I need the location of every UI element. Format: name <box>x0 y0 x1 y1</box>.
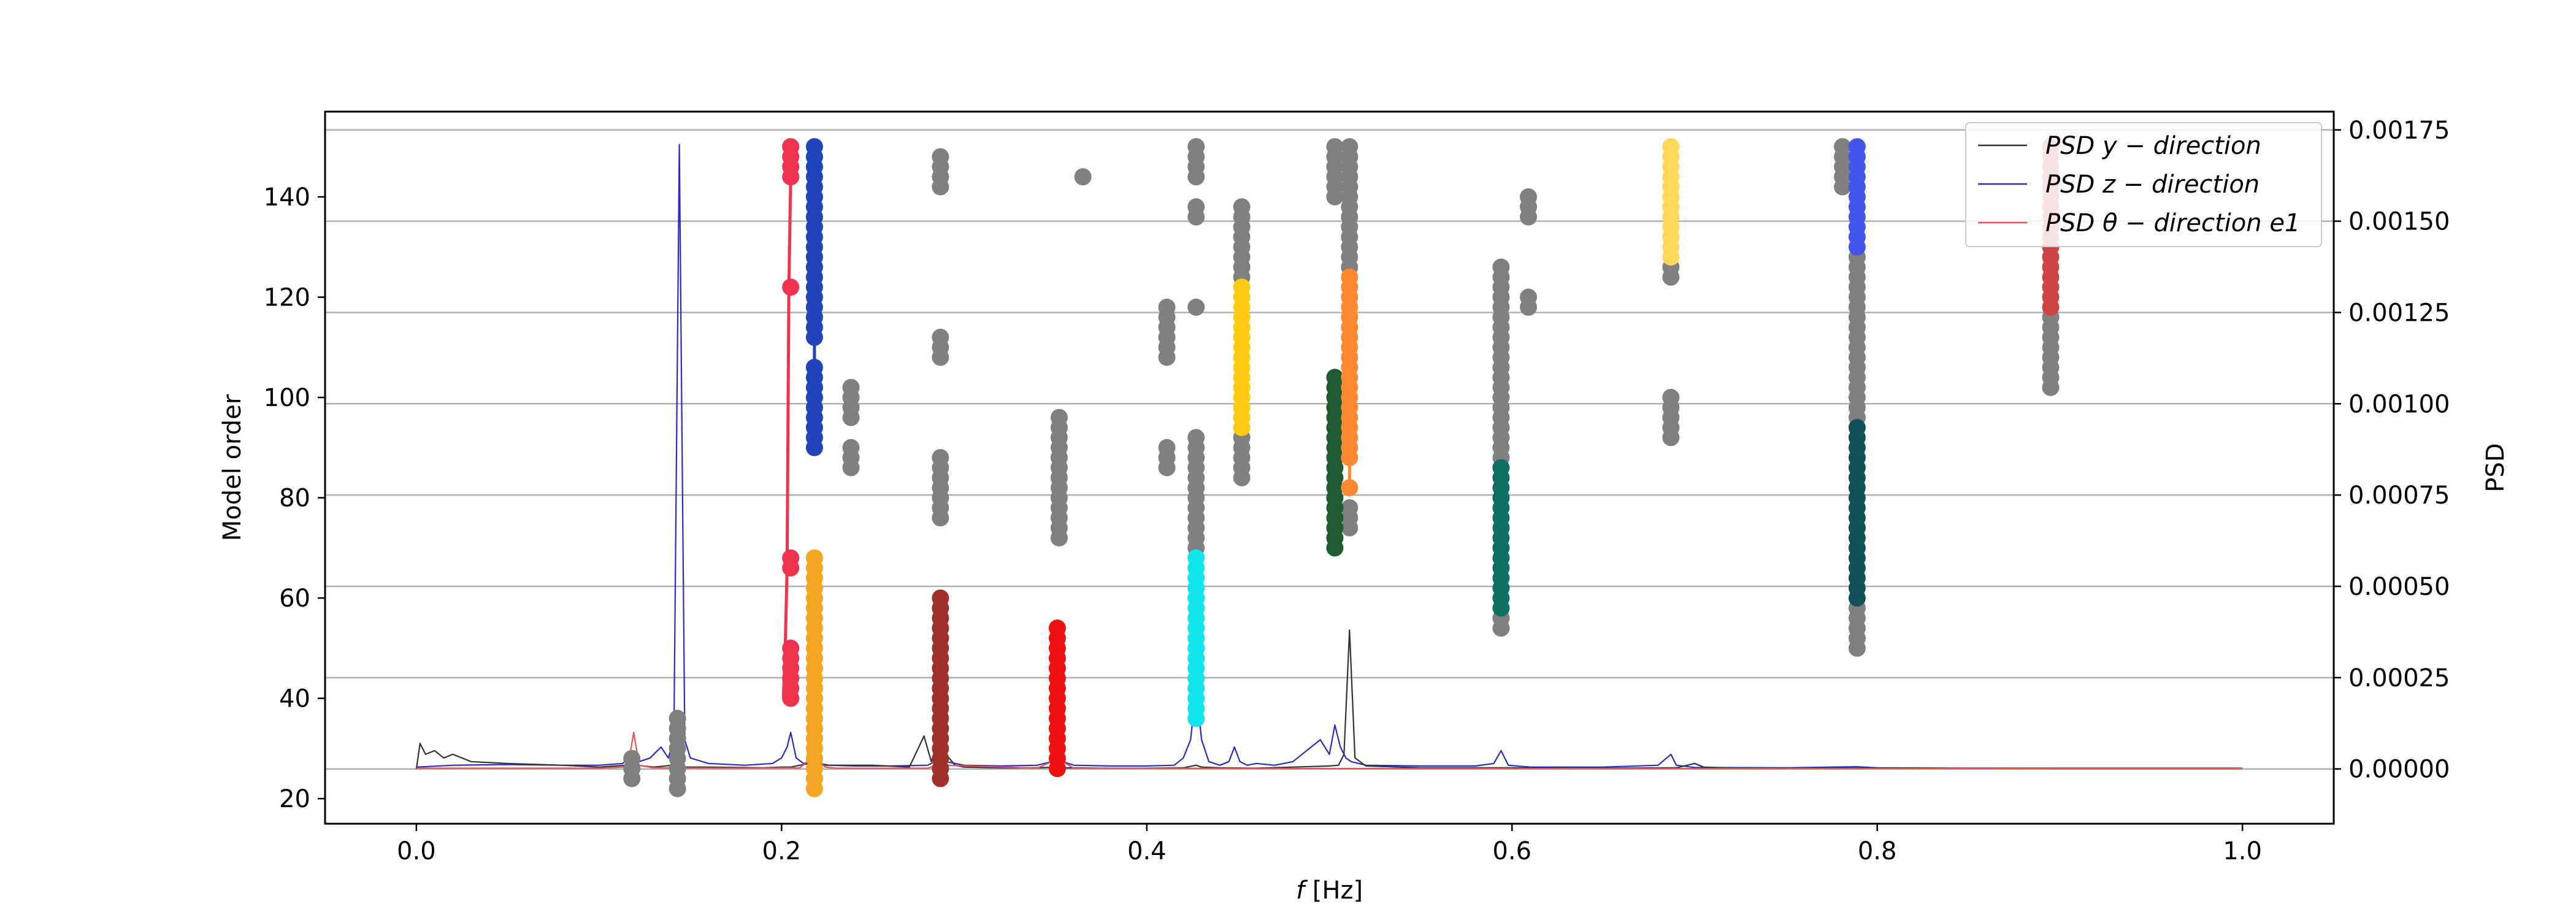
pole-point <box>805 138 823 156</box>
pole-point <box>1492 258 1510 276</box>
pole-point <box>842 439 860 456</box>
y2-tick-label: 0.00050 <box>2348 573 2450 601</box>
y-tick-label: 140 <box>264 183 310 212</box>
y-tick-label: 60 <box>279 585 310 613</box>
y-tick-label: 120 <box>264 284 310 312</box>
pole-point <box>1848 138 1866 156</box>
pole-point <box>1848 419 1866 437</box>
pole-point <box>805 549 823 567</box>
y2-tick-label: 0.00075 <box>2348 481 2450 510</box>
legend: PSD y − direction PSD z − direction PSD … <box>1965 122 2322 247</box>
x-tick-label: 0.0 <box>397 837 436 865</box>
x-tick-label: 0.8 <box>1858 837 1897 865</box>
y-tick-label: 40 <box>279 685 310 713</box>
pole-point <box>1187 298 1205 316</box>
y-axis-label: Model order <box>218 394 247 541</box>
y-tick-label: 20 <box>279 785 310 813</box>
pole-point <box>1187 429 1205 447</box>
x-tick-label: 0.6 <box>1492 837 1531 865</box>
x-axis-label-unit: [Hz] <box>1305 876 1363 905</box>
y-tick-label: 100 <box>264 384 310 412</box>
pole-point <box>1187 549 1205 567</box>
pole-point <box>932 449 949 467</box>
pole-point <box>1048 619 1066 637</box>
pole-point <box>1341 268 1359 286</box>
pole-point <box>782 138 800 156</box>
y2-tick-label: 0.00025 <box>2348 664 2450 692</box>
pole-point <box>932 589 949 607</box>
y2-tick-label: 0.00125 <box>2348 299 2450 327</box>
pole-point <box>623 749 641 767</box>
pole-point <box>669 710 686 727</box>
plot-frame <box>324 110 2335 825</box>
y2-tick-label: 0.00175 <box>2348 117 2450 145</box>
y-tick-label: 80 <box>279 485 310 513</box>
pole-point <box>1326 138 1344 156</box>
pole-point <box>1187 138 1205 156</box>
pole-point <box>1834 138 1852 156</box>
psd-series-line <box>416 637 2243 770</box>
pole-point <box>1158 439 1176 456</box>
x-tick-label: 0.2 <box>762 837 802 865</box>
pole-point <box>842 378 860 396</box>
psd-series-line <box>416 144 2243 769</box>
pole-point <box>1074 168 1092 186</box>
y2-tick-label: 0.00150 <box>2348 208 2450 236</box>
x-tick-label: 0.4 <box>1127 837 1167 865</box>
pole-point <box>1662 389 1680 406</box>
x-axis-label: f [Hz] <box>1296 876 1363 905</box>
legend-label-psd-y: PSD y − direction <box>2045 132 2261 160</box>
pole-point <box>1662 138 1680 156</box>
pole-point <box>1492 459 1510 477</box>
pole-point <box>1050 408 1068 426</box>
y2-tick-label: 0.00100 <box>2348 390 2450 418</box>
pole-point <box>1341 138 1359 156</box>
pole-point <box>782 549 800 567</box>
stabilization-points <box>623 138 2060 797</box>
x-tick-label: 1.0 <box>2223 837 2262 865</box>
pole-point <box>805 359 823 376</box>
y-axis-right: 0.00000 0.00025 0.00050 0.00075 0.00100 0.001… <box>2334 117 2450 784</box>
pole-point <box>1233 198 1251 216</box>
pole-point <box>1520 188 1537 205</box>
pole-point <box>932 148 949 166</box>
legend-label-psd-theta-e1: PSD θ − direction e1 <box>2045 209 2300 237</box>
pole-point <box>1326 369 1344 386</box>
pole-point <box>782 278 800 296</box>
pole-point <box>932 328 949 346</box>
legend-box <box>1965 122 2322 247</box>
pole-point <box>1520 288 1537 306</box>
pole-point <box>1158 298 1176 316</box>
y-axis-left: 20 40 60 80 100 120 140 <box>264 183 325 813</box>
legend-label-psd-z: PSD z − direction <box>2045 171 2260 199</box>
pole-point <box>1233 278 1251 296</box>
pole-point <box>782 639 800 657</box>
y2-tick-label: 0.00000 <box>2348 756 2450 784</box>
x-axis: 0.0 0.2 0.4 0.6 0.8 1.0 <box>397 824 2262 865</box>
pole-point <box>1187 198 1205 216</box>
pole-point <box>1341 499 1359 516</box>
pole-point <box>1341 479 1359 497</box>
y2-axis-label: PSD <box>2482 443 2510 492</box>
